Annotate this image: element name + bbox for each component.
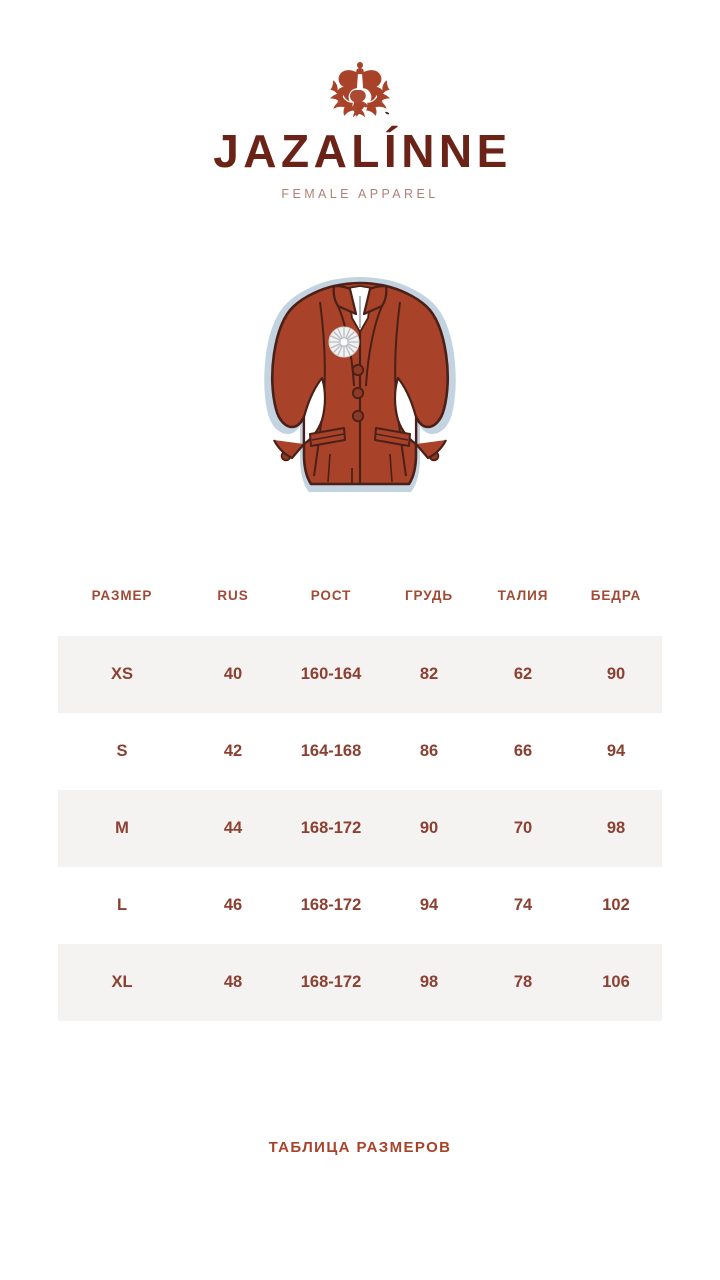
cell-waist: 70 bbox=[476, 790, 570, 867]
cell-chest: 86 bbox=[382, 713, 476, 790]
cell-size: XL bbox=[58, 944, 186, 1021]
collar-left bbox=[332, 284, 358, 316]
cell-rus: 46 bbox=[186, 867, 280, 944]
cell-waist: 74 bbox=[476, 867, 570, 944]
jacket-button-3 bbox=[351, 409, 365, 423]
cell-size: M bbox=[58, 790, 186, 867]
cell-hips: 102 bbox=[570, 867, 662, 944]
cell-hips: 98 bbox=[570, 790, 662, 867]
cuff-left bbox=[273, 439, 305, 460]
damask-ornament-icon bbox=[330, 62, 390, 118]
cell-chest: 90 bbox=[382, 790, 476, 867]
size-table: РАЗМЕР RUS РОСТ ГРУДЬ ТАЛИЯ БЕДРА XS 40 … bbox=[58, 588, 662, 1021]
jacket-button-1 bbox=[351, 363, 365, 377]
cell-hips: 90 bbox=[570, 636, 662, 713]
size-table-head: РАЗМЕР RUS РОСТ ГРУДЬ ТАЛИЯ БЕДРА bbox=[58, 588, 662, 636]
column-header-chest: ГРУДЬ bbox=[382, 588, 476, 636]
cell-height: 168-172 bbox=[280, 944, 382, 1021]
jacket-button-2 bbox=[351, 386, 365, 400]
size-table-container: РАЗМЕР RUS РОСТ ГРУДЬ ТАЛИЯ БЕДРА XS 40 … bbox=[58, 588, 662, 1021]
size-table-body: XS 40 160-164 82 62 90 S 42 164-168 86 6… bbox=[58, 636, 662, 1021]
cell-chest: 94 bbox=[382, 867, 476, 944]
womens-blazer-jacket-icon bbox=[264, 277, 456, 492]
cell-size: XS bbox=[58, 636, 186, 713]
lapel-seam-right bbox=[365, 305, 383, 387]
cell-height: 168-172 bbox=[280, 867, 382, 944]
cell-rus: 44 bbox=[186, 790, 280, 867]
cell-size: S bbox=[58, 713, 186, 790]
table-row: XS 40 160-164 82 62 90 bbox=[58, 636, 662, 713]
brand-wordmark: JAZALÍNNE bbox=[213, 125, 512, 177]
column-header-waist: ТАЛИЯ bbox=[476, 588, 570, 636]
table-row: S 42 164-168 86 66 94 bbox=[58, 713, 662, 790]
table-row: XL 48 168-172 98 78 106 bbox=[58, 944, 662, 1021]
table-header-row: РАЗМЕР RUS РОСТ ГРУДЬ ТАЛИЯ БЕДРА bbox=[58, 588, 662, 636]
cell-size: L bbox=[58, 867, 186, 944]
cell-rus: 42 bbox=[186, 713, 280, 790]
emblem-accent-dot bbox=[385, 111, 390, 115]
brand-header: JAZALÍNNE FEMALE APPAREL bbox=[0, 60, 720, 201]
column-header-size: РАЗМЕР bbox=[58, 588, 186, 636]
floral-brooch-icon bbox=[328, 326, 360, 358]
hem-pleat-2 bbox=[389, 453, 393, 483]
product-illustration bbox=[0, 262, 720, 515]
cell-waist: 78 bbox=[476, 944, 570, 1021]
cell-height: 160-164 bbox=[280, 636, 382, 713]
hem-pleat-1 bbox=[327, 453, 331, 483]
cell-rus: 40 bbox=[186, 636, 280, 713]
collar-right bbox=[362, 284, 388, 316]
cell-rus: 48 bbox=[186, 944, 280, 1021]
cell-waist: 66 bbox=[476, 713, 570, 790]
cell-hips: 106 bbox=[570, 944, 662, 1021]
cell-hips: 94 bbox=[570, 713, 662, 790]
column-header-rus: RUS bbox=[186, 588, 280, 636]
column-header-height: РОСТ bbox=[280, 588, 382, 636]
brand-tagline: FEMALE APPAREL bbox=[281, 187, 439, 201]
cell-height: 168-172 bbox=[280, 790, 382, 867]
table-row: M 44 168-172 90 70 98 bbox=[58, 790, 662, 867]
pocket-right bbox=[374, 427, 411, 447]
cell-chest: 98 bbox=[382, 944, 476, 1021]
pocket-left bbox=[309, 427, 346, 447]
footer-caption: ТАБЛИЦА РАЗМЕРОВ bbox=[268, 1139, 452, 1156]
table-row: L 46 168-172 94 74 102 bbox=[58, 867, 662, 944]
cuff-right bbox=[415, 439, 447, 460]
cell-waist: 62 bbox=[476, 636, 570, 713]
cell-height: 164-168 bbox=[280, 713, 382, 790]
cell-chest: 82 bbox=[382, 636, 476, 713]
column-header-hips: БЕДРА bbox=[570, 588, 662, 636]
